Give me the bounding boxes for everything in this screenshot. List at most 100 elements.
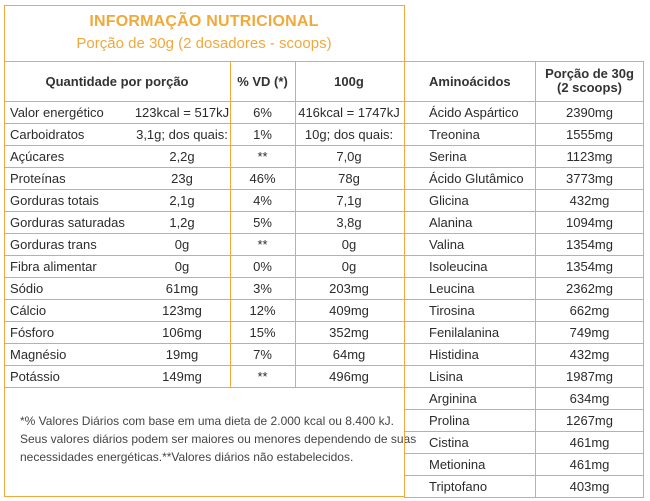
aminoacid-name: Tirosina <box>429 302 475 318</box>
aminoacid-name: Cistina <box>429 434 469 450</box>
grid-line <box>4 365 404 366</box>
aminoacid-value: 403mg <box>569 478 610 494</box>
footnote-line-1: *% Valores Diários com base em uma dieta… <box>20 414 394 428</box>
nutrient-portion: 19mg <box>165 346 199 362</box>
nutrient-vd: 3% <box>253 280 272 296</box>
nutrient-vd: 7% <box>253 346 272 362</box>
header-amino-portion: Porção de 30g (2 scoops) <box>535 61 644 101</box>
nutrient-vd: 4% <box>253 192 272 208</box>
aminoacid-value: 1094mg <box>566 214 613 230</box>
aminoacid-name: Alanina <box>429 214 473 230</box>
footnote-line-3: necessidades energéticas.**Valores diári… <box>20 450 354 464</box>
header-quantity: Quantidade por porção <box>45 73 189 89</box>
aminoacid-name: Fenilalanina <box>429 324 500 340</box>
aminoacid-value: 432mg <box>569 192 610 208</box>
grid-line <box>4 255 404 256</box>
nutrition-panel: INFORMAÇÃO NUTRICIONAL Porção de 30g (2 … <box>4 5 644 498</box>
nutrient-portion: 149mg <box>162 368 202 384</box>
grid-line <box>404 387 644 388</box>
nutrient-per100: 7,1g <box>336 192 362 208</box>
grid-line <box>4 211 404 212</box>
grid-line <box>404 321 644 322</box>
nutrient-name: Cálcio <box>10 302 47 318</box>
nutrient-name: Valor energético <box>10 104 104 120</box>
grid-line <box>404 453 644 454</box>
nutrient-name: Magnésio <box>10 346 67 362</box>
nutrient-name: Gorduras trans <box>10 236 97 252</box>
nutrient-name: Gorduras saturadas <box>10 214 125 230</box>
nutrient-portion: 3,1g; dos quais: <box>136 126 228 142</box>
aminoacid-value: 1354mg <box>566 236 613 252</box>
aminoacid-value: 1123mg <box>566 148 613 164</box>
nutrient-portion: 0g <box>174 236 190 252</box>
nutrient-name: Açúcares <box>10 148 65 164</box>
grid-line <box>404 431 644 432</box>
grid-line <box>404 365 644 366</box>
aminoacid-name: Arginina <box>429 390 477 406</box>
header-amino-portion-line1: Porção de 30g <box>545 66 634 81</box>
aminoacid-value: 749mg <box>569 324 610 340</box>
aminoacid-name: Valina <box>429 236 465 252</box>
header-vd: % VD (*) <box>237 73 288 89</box>
grid-line <box>4 5 404 6</box>
nutrient-name: Potássio <box>10 368 60 384</box>
aminoacid-name: Metionina <box>429 456 486 472</box>
nutrient-portion: 2,1g <box>169 192 195 208</box>
aminoacid-name: Treonina <box>429 126 480 142</box>
aminoacid-name: Histidina <box>429 346 479 362</box>
grid-line <box>4 387 404 388</box>
grid-line <box>4 101 404 102</box>
footnote: *% Valores Diários com base em uma dieta… <box>20 412 416 466</box>
header-100g: 100g <box>334 73 364 89</box>
nutrient-vd: 1% <box>253 126 272 142</box>
aminoacid-value: 1267mg <box>566 412 613 428</box>
header-aminoacids: Aminoácidos <box>429 73 511 89</box>
nutrient-vd: ** <box>257 368 268 384</box>
nutrient-per100: 352mg <box>329 324 369 340</box>
aminoacid-value: 3773mg <box>566 170 613 186</box>
aminoacid-name: Triptofano <box>429 478 488 494</box>
aminoacid-name: Ácido Aspártico <box>429 104 519 120</box>
aminoacid-value: 2390mg <box>566 104 613 120</box>
grid-line <box>404 101 644 102</box>
nutrient-portion: 123mg <box>162 302 202 318</box>
nutrient-per100: 78g <box>338 170 360 186</box>
nutrient-per100: 203mg <box>329 280 369 296</box>
aminoacid-value: 634mg <box>569 390 610 406</box>
aminoacid-value: 461mg <box>569 434 610 450</box>
aminoacid-value: 1354mg <box>566 258 613 274</box>
nutrient-name: Fibra alimentar <box>10 258 97 274</box>
aminoacid-name: Ácido Glutâmico <box>429 170 524 186</box>
grid-line <box>404 475 644 476</box>
nutrient-per100: 416kcal = 1747kJ <box>298 104 400 120</box>
nutrient-portion: 1,2g <box>169 214 195 230</box>
grid-line <box>404 277 644 278</box>
nutrient-portion: 2,2g <box>169 148 195 164</box>
grid-line <box>404 497 644 498</box>
nutrient-vd: ** <box>257 236 268 252</box>
grid-line <box>4 167 404 168</box>
grid-line <box>230 61 231 387</box>
nutrient-vd: ** <box>257 148 268 164</box>
grid-line <box>4 233 404 234</box>
nutrient-vd: 15% <box>249 324 276 340</box>
aminoacid-name: Serina <box>429 148 467 164</box>
nutrient-name: Proteínas <box>10 170 66 186</box>
nutrient-per100: 7,0g <box>336 148 362 164</box>
nutrient-portion: 23g <box>171 170 193 186</box>
grid-line <box>4 299 404 300</box>
nutrient-vd: 0% <box>253 258 272 274</box>
grid-line <box>404 211 644 212</box>
header-amino-portion-line2: (2 scoops) <box>556 80 622 95</box>
grid-line <box>404 123 644 124</box>
serving-size: Porção de 30g (2 dosadores - scoops) <box>76 35 332 52</box>
aminoacid-value: 432mg <box>569 346 610 362</box>
nutrient-name: Gorduras totais <box>10 192 99 208</box>
grid-line <box>404 409 644 410</box>
aminoacid-value: 662mg <box>569 302 610 318</box>
grid-line <box>4 496 405 497</box>
grid-line <box>295 61 296 387</box>
grid-line <box>404 299 644 300</box>
nutrient-vd: 5% <box>253 214 272 230</box>
nutrient-name: Sódio <box>10 280 44 296</box>
